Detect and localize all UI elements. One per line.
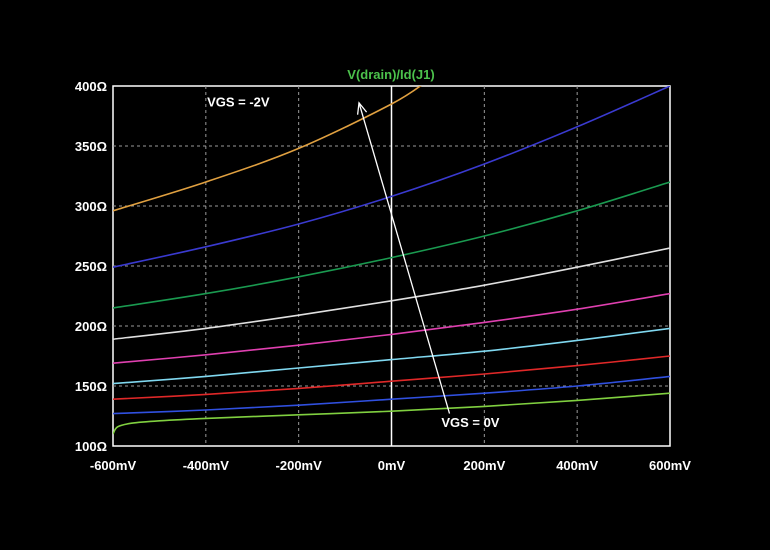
x-tick-label: 200mV xyxy=(463,458,505,473)
series-group xyxy=(113,86,670,435)
x-tick-label: 600mV xyxy=(649,458,691,473)
series-line-2 xyxy=(113,181,670,309)
y-tick-label: 200Ω xyxy=(75,319,107,334)
y-tick-label: 100Ω xyxy=(75,439,107,454)
y-tick-label: 400Ω xyxy=(75,79,107,94)
series-line-8 xyxy=(113,392,670,435)
series-line-4 xyxy=(113,292,670,364)
annotation-vgs-zero: VGS = 0V xyxy=(441,415,499,430)
series-line-3 xyxy=(113,247,670,340)
series-line-5 xyxy=(113,327,670,385)
y-tick-label: 350Ω xyxy=(75,139,107,154)
x-tick-label: 0mV xyxy=(378,458,406,473)
x-tick-label: -600mV xyxy=(90,458,137,473)
vgs-arrow xyxy=(356,101,451,414)
arrow-shaft xyxy=(358,102,451,414)
x-tick-labels: -600mV -400mV -200mV 0mV 200mV 400mV 600mV xyxy=(90,458,691,473)
series-line-1 xyxy=(113,86,670,268)
chart-title: V(drain)/Id(J1) xyxy=(347,67,434,82)
x-tick-label: -200mV xyxy=(276,458,323,473)
y-tick-label: 250Ω xyxy=(75,259,107,274)
arrow-head xyxy=(356,101,368,115)
series-line-7 xyxy=(113,375,670,415)
x-tick-label: -400mV xyxy=(183,458,230,473)
y-tick-label: 300Ω xyxy=(75,199,107,214)
series-line-0 xyxy=(113,86,422,212)
x-tick-label: 400mV xyxy=(556,458,598,473)
y-tick-label: 150Ω xyxy=(75,379,107,394)
y-tick-labels: 100Ω 150Ω 200Ω 250Ω 300Ω 350Ω 400Ω xyxy=(75,79,107,454)
series-line-6 xyxy=(113,355,670,400)
annotation-vgs-min: VGS = -2V xyxy=(207,94,270,109)
